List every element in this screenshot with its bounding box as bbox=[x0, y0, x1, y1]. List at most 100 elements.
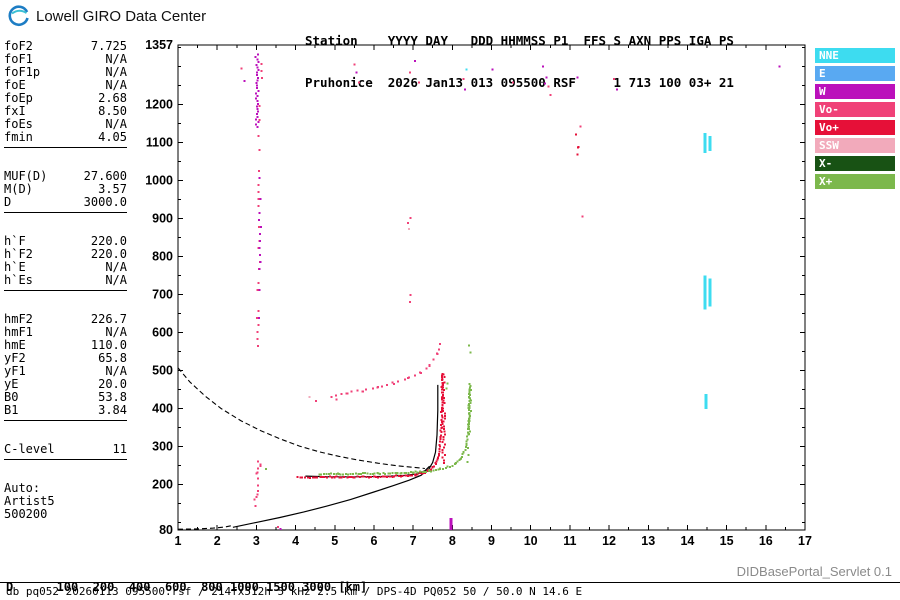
svg-text:13: 13 bbox=[641, 534, 655, 548]
legend-item-vo: Vo- bbox=[815, 102, 895, 117]
svg-text:12: 12 bbox=[602, 534, 616, 548]
parameter-row: foF2 7.725 bbox=[4, 40, 127, 53]
parameter-row: hmF2 226.7 bbox=[4, 313, 127, 326]
parameter-value: 65.8 bbox=[98, 351, 127, 365]
parameter-value: 27.600 bbox=[83, 169, 127, 183]
parameter-value: 11 bbox=[112, 442, 127, 456]
parameter-label: fmin bbox=[4, 130, 33, 144]
parameter-value: N/A bbox=[105, 260, 127, 274]
parameter-label: h`Es bbox=[4, 273, 33, 287]
noise-dots bbox=[240, 59, 781, 531]
parameter-row: yF1 N/A bbox=[4, 365, 127, 378]
parameter-row: fxI 8.50 bbox=[4, 105, 127, 118]
echo-columns bbox=[254, 53, 712, 530]
svg-text:10: 10 bbox=[524, 534, 538, 548]
svg-text:17: 17 bbox=[798, 534, 812, 548]
svg-text:600: 600 bbox=[152, 326, 173, 340]
svg-text:800: 800 bbox=[152, 250, 173, 264]
muf-table: D 100 200 400 600 800 1000 1500 3000 [km… bbox=[6, 552, 374, 600]
parameter-row: C-level 11 bbox=[4, 443, 127, 456]
trace-f-trace-ordinary bbox=[296, 372, 445, 479]
svg-text:5: 5 bbox=[331, 534, 338, 548]
auto-line: Auto: bbox=[4, 481, 41, 495]
parameter-value: 7.725 bbox=[90, 39, 127, 53]
svg-text:7: 7 bbox=[410, 534, 417, 548]
parameter-label: foF2 bbox=[4, 39, 33, 53]
svg-text:300: 300 bbox=[152, 439, 173, 453]
parameter-value: 2.68 bbox=[98, 91, 127, 105]
parameter-value: 3.57 bbox=[98, 182, 127, 196]
parameter-label: h`F bbox=[4, 234, 26, 248]
parameter-label: foF1p bbox=[4, 65, 41, 79]
parameter-group: h`F 220.0 h`F2 220.0 h`E N/A h`Es N/A bbox=[4, 235, 127, 291]
parameter-label: foEs bbox=[4, 117, 33, 131]
svg-text:1357: 1357 bbox=[145, 38, 173, 52]
parameter-value: 3.84 bbox=[98, 403, 127, 417]
servlet-version-label: DIDBasePortal_Servlet 0.1 bbox=[736, 564, 892, 579]
station-header: Station YYYY DAY DDD HHMMSS P1 FFS S AXN… bbox=[305, 6, 734, 118]
svg-text:400: 400 bbox=[152, 401, 173, 415]
parameter-row: hmE 110.0 bbox=[4, 339, 127, 352]
svg-text:80: 80 bbox=[159, 523, 173, 537]
station-values-row: Pruhonice 2026 Jan13 013 095500 RSF 1 71… bbox=[305, 75, 734, 90]
legend-item-ssw: SSW bbox=[815, 138, 895, 153]
brand: Lowell GIRO Data Center bbox=[8, 5, 206, 27]
parameter-row: MUF(D) 27.600 bbox=[4, 170, 127, 183]
parameter-value: 220.0 bbox=[90, 234, 127, 248]
parameter-label: hmF2 bbox=[4, 312, 33, 326]
parameter-label: hmF1 bbox=[4, 325, 33, 339]
auto-block: Auto: Artist5 500200 bbox=[4, 482, 127, 521]
parameter-label: B0 bbox=[4, 390, 19, 404]
parameter-row: h`E N/A bbox=[4, 261, 127, 274]
parameter-row: B1 3.84 bbox=[4, 404, 127, 417]
parameter-label: D bbox=[4, 195, 12, 209]
plot-axes bbox=[177, 44, 806, 531]
parameter-value: N/A bbox=[105, 65, 127, 79]
parameter-value: 226.7 bbox=[90, 312, 127, 326]
parameter-label: fxI bbox=[4, 104, 26, 118]
legend-item-nne: NNE bbox=[815, 48, 895, 63]
svg-text:11: 11 bbox=[563, 534, 576, 548]
parameter-row: foF1 N/A bbox=[4, 53, 127, 66]
svg-text:1100: 1100 bbox=[146, 136, 173, 150]
parameter-row: h`F 220.0 bbox=[4, 235, 127, 248]
svg-text:1000: 1000 bbox=[145, 174, 173, 188]
parameter-label: yF2 bbox=[4, 351, 26, 365]
parameter-value: N/A bbox=[105, 364, 127, 378]
brand-title: Lowell GIRO Data Center bbox=[36, 7, 207, 25]
parameter-row: yE 20.0 bbox=[4, 378, 127, 391]
parameter-value: N/A bbox=[105, 78, 127, 92]
parameter-value: 110.0 bbox=[90, 338, 127, 352]
parameter-row: foEp 2.68 bbox=[4, 92, 127, 105]
legend-item-x: X+ bbox=[815, 174, 895, 189]
svg-text:4: 4 bbox=[292, 534, 299, 548]
legend-item-w: W bbox=[815, 84, 895, 99]
parameter-label: h`E bbox=[4, 260, 26, 274]
parameter-value: N/A bbox=[105, 117, 127, 131]
parameter-label: MUF(D) bbox=[4, 169, 48, 183]
svg-text:14: 14 bbox=[680, 534, 694, 548]
status-bar: db pq052 20260113 095500.rsf / 214fx512h… bbox=[0, 582, 900, 598]
parameter-label: yE bbox=[4, 377, 19, 391]
svg-text:1200: 1200 bbox=[145, 98, 173, 112]
svg-text:1: 1 bbox=[175, 534, 182, 548]
parameter-label: yF1 bbox=[4, 364, 26, 378]
parameter-row: M(D) 3.57 bbox=[4, 183, 127, 196]
parameter-row: D 3000.0 bbox=[4, 196, 127, 209]
parameter-label: foF1 bbox=[4, 52, 33, 66]
parameter-label: h`F2 bbox=[4, 247, 33, 261]
svg-text:9: 9 bbox=[488, 534, 495, 548]
parameter-row: hmF1 N/A bbox=[4, 326, 127, 339]
parameter-value: 3000.0 bbox=[83, 195, 127, 209]
legend-item-vo: Vo+ bbox=[815, 120, 895, 135]
parameter-row: foE N/A bbox=[4, 79, 127, 92]
parameter-value: N/A bbox=[105, 325, 127, 339]
parameter-row: fmin 4.05 bbox=[4, 131, 127, 144]
trace-second-hop-f bbox=[330, 343, 441, 398]
svg-text:16: 16 bbox=[759, 534, 773, 548]
parameter-row: foF1p N/A bbox=[4, 66, 127, 79]
parameter-value: 53.8 bbox=[98, 390, 127, 404]
auto-line: 500200 bbox=[4, 507, 48, 521]
